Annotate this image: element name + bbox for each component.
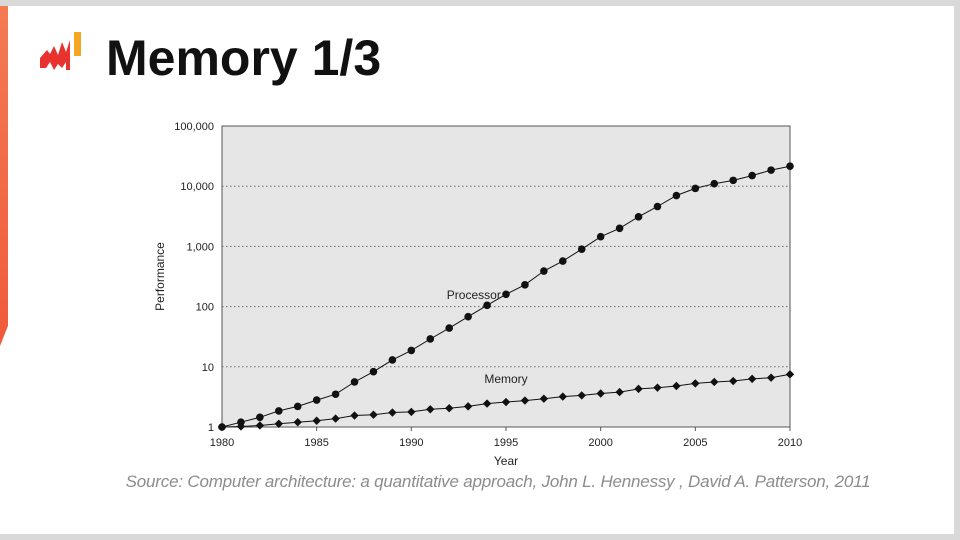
x-tick-label: 2005 (683, 437, 707, 449)
processor-point (275, 407, 283, 415)
x-axis-label: Year (494, 454, 518, 468)
memory-point (293, 418, 302, 427)
memory-point (747, 374, 757, 384)
processor-point (653, 202, 662, 211)
processor-point (615, 224, 624, 233)
processor-point (540, 267, 548, 275)
processor-point (691, 184, 700, 193)
y-tick-label: 10 (202, 362, 214, 374)
processor-point (521, 281, 529, 289)
accent-bar (0, 6, 8, 346)
processor-point (577, 245, 586, 253)
logo-red-shape (40, 40, 70, 70)
slide: Memory 1/3 1 10 100 1,000 10,000 100,000 1980 1… (0, 6, 954, 534)
memory-point (520, 396, 530, 405)
memory-point (615, 387, 624, 397)
processor-point (426, 335, 435, 343)
processor-point (559, 257, 567, 265)
x-tick-label: 1990 (399, 437, 423, 449)
processor-point (786, 162, 794, 170)
processor-point (710, 179, 719, 188)
processor-point (767, 166, 775, 174)
processor-point (672, 191, 681, 200)
y-tick-label: 100 (196, 302, 214, 314)
processor-point (634, 213, 643, 221)
x-tick-label: 2010 (778, 437, 802, 449)
memory-point (369, 410, 378, 419)
memory-point (350, 411, 359, 420)
memory-point (501, 397, 511, 407)
processor-point (350, 378, 359, 386)
processor-point (237, 418, 245, 427)
y-tick-label: 10,000 (180, 181, 214, 193)
processor-point (293, 402, 302, 411)
performance-chart: 1 10 100 1,000 10,000 100,000 1980 1985 1990 1995… (153, 121, 802, 468)
y-tick-label: 1,000 (186, 241, 214, 253)
memory-point (482, 399, 492, 408)
memory-point (445, 404, 454, 413)
memory-point (426, 405, 435, 414)
memory-point (634, 384, 643, 394)
memory-point (672, 381, 681, 391)
memory-point (255, 421, 265, 430)
memory-point (691, 379, 700, 388)
plot-area (221, 125, 791, 428)
x-tick-label: 1995 (494, 437, 518, 449)
memory-point (312, 416, 321, 425)
processor-point (748, 171, 756, 180)
x-tick-label: 2000 (588, 437, 612, 449)
processor-point (256, 413, 264, 422)
memory-point (331, 414, 340, 423)
memory-point (274, 419, 283, 429)
memory-point (785, 370, 795, 379)
processor-point (729, 176, 737, 185)
processor-point (596, 232, 605, 241)
processor-point (369, 367, 378, 376)
processor-point (483, 301, 491, 310)
memory-point (236, 422, 246, 431)
processor-point (312, 396, 321, 404)
processor-point (502, 290, 510, 299)
memory-point (407, 407, 416, 417)
x-tick-label: 1985 (304, 437, 328, 449)
memory-point (766, 373, 776, 382)
memory-point (463, 402, 473, 411)
memory-point (710, 377, 719, 387)
x-tick-label: 1980 (210, 437, 234, 449)
source-citation: Source: Computer architecture: a quantit… (125, 472, 871, 491)
memory-point (653, 383, 662, 392)
series-layer: Processor Memory (217, 162, 795, 432)
memory-point (729, 376, 738, 386)
processor-point (388, 356, 397, 364)
y-tick-label: 1 (208, 422, 214, 434)
bar-logo-icon (40, 32, 81, 70)
logo-orange-bar (74, 32, 81, 56)
processor-series-label: Processor (447, 288, 501, 302)
memory-point (388, 408, 397, 417)
memory-series-label: Memory (484, 372, 527, 386)
processor-point (331, 390, 340, 399)
page-title: Memory 1/3 (106, 30, 382, 86)
processor-point (464, 312, 472, 321)
axes: 1 10 100 1,000 10,000 100,000 1980 1985 1990 1995… (174, 121, 802, 449)
y-axis-label: Performance (153, 242, 167, 311)
y-tick-label: 100,000 (174, 121, 214, 133)
processor-point (445, 324, 454, 332)
processor-point (407, 346, 416, 355)
memory-point (539, 394, 549, 403)
grid-lines (221, 125, 791, 428)
